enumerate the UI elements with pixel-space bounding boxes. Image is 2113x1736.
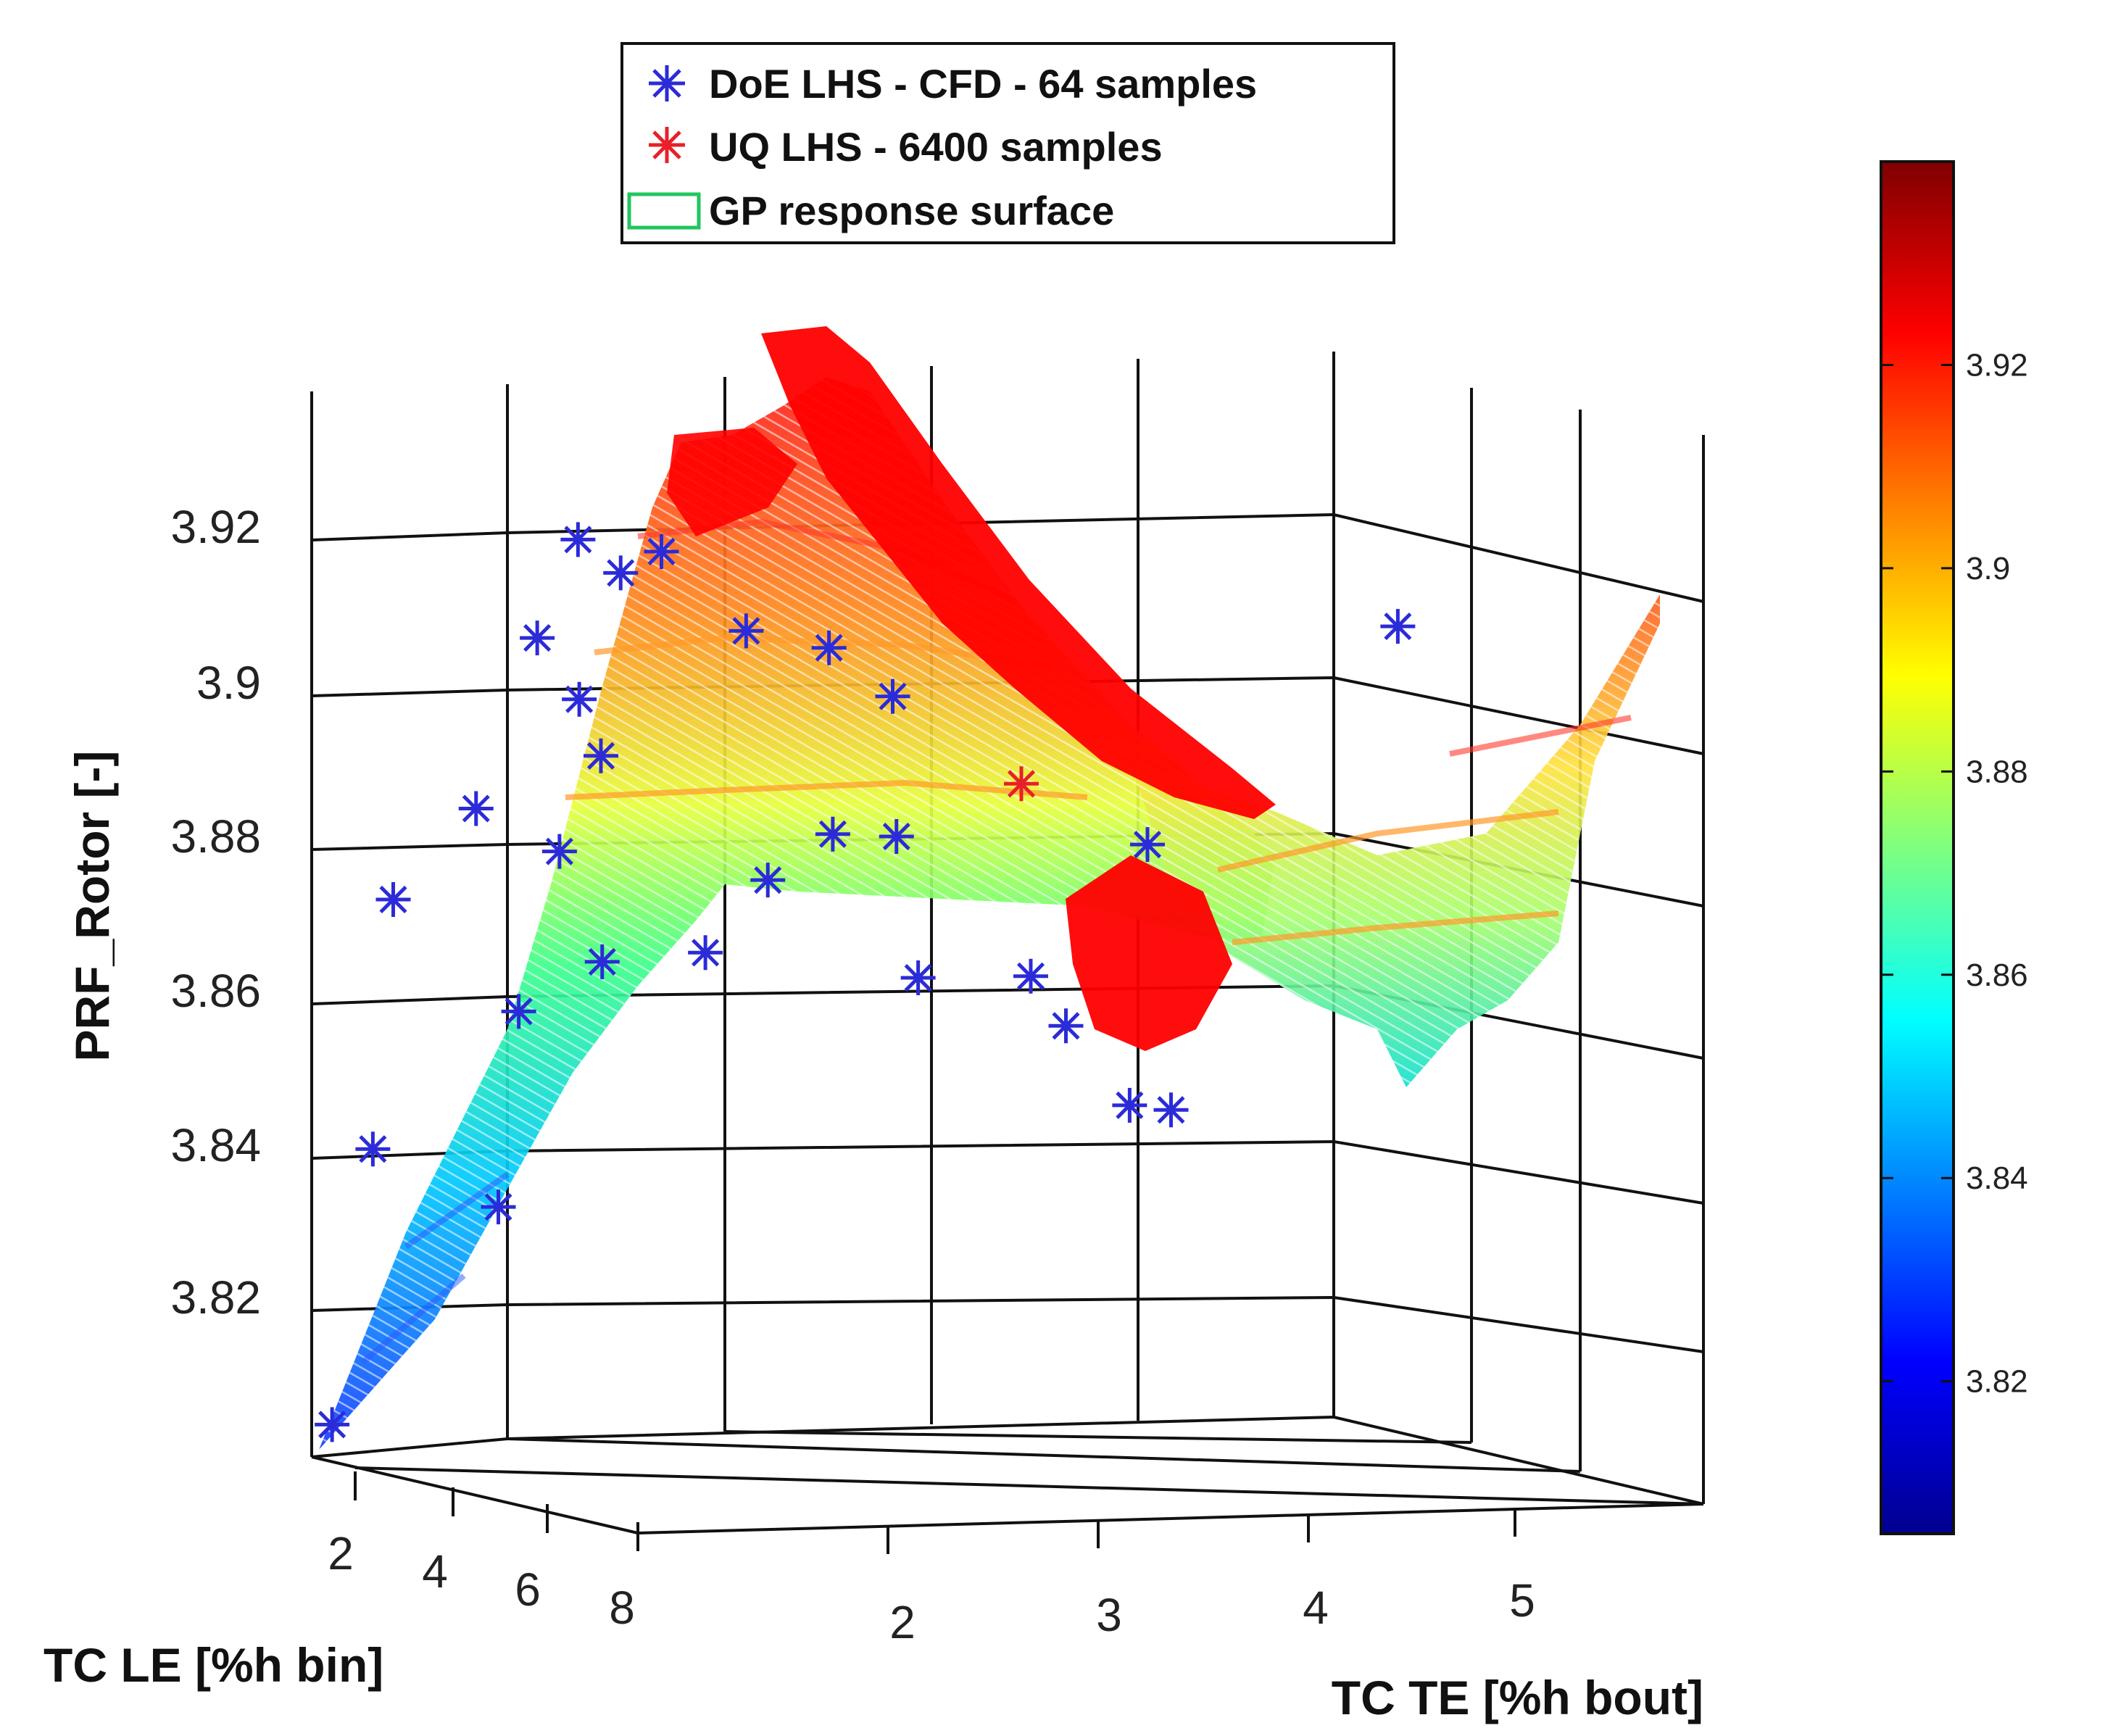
z-tick-labels: 3.82 3.84 3.86 3.88 3.9 3.92 (170, 501, 261, 1324)
legend-box (620, 42, 1395, 244)
doe-sample-point (811, 630, 847, 665)
doe-sample-point (458, 791, 494, 826)
doe-sample-point (815, 816, 850, 852)
doe-sample-point (375, 881, 411, 917)
doe-sample-point (1013, 958, 1048, 994)
doe-sample-point (688, 935, 723, 971)
legend-label: DoE LHS - CFD - 64 samples (709, 61, 1257, 107)
doe-sample-point (875, 678, 910, 714)
x-tick-label: 6 (515, 1563, 541, 1616)
y-tick-label: 3 (1096, 1589, 1122, 1641)
doe-sample-point (1112, 1087, 1147, 1123)
y-tick-label: 4 (1303, 1582, 1329, 1634)
doe-sample-point (584, 738, 618, 773)
doe-sample-point (879, 819, 914, 855)
doe-sample-point (541, 834, 577, 869)
doe-sample-point (560, 522, 596, 557)
doe-sample-point (315, 1407, 350, 1442)
x-tick-labels: 2 4 6 8 (328, 1471, 639, 1634)
y-axis-label: TC TE [%h bout] (1332, 1671, 1703, 1724)
y-tick-label: 5 (1509, 1574, 1535, 1627)
colorbar: 3.82 3.84 3.86 3.88 3.9 3.92 (1880, 160, 2028, 1535)
z-tick-label: 3.84 (170, 1119, 261, 1171)
z-tick-label: 3.9 (196, 657, 261, 709)
doe-sample-point (728, 613, 764, 649)
colorbar-tick-label: 3.88 (1966, 754, 2028, 789)
y-tick-labels: 2 3 4 5 (887, 1508, 1535, 1648)
uq-sample-cloud (667, 326, 1276, 1051)
doe-sample-point (644, 533, 679, 569)
x-tick-label: 2 (328, 1527, 354, 1579)
uq-outliers-layer (1004, 766, 1039, 802)
doe-sample-point (1130, 827, 1165, 863)
uq-sample-point (1004, 766, 1039, 802)
doe-sample-point (501, 994, 536, 1029)
doe-sample-point (900, 960, 936, 996)
doe-sample-point (750, 863, 786, 898)
legend: DoE LHS - CFD - 64 samples UQ LHS - 6400… (620, 42, 1395, 244)
colorbar-tick-label: 3.9 (1966, 551, 2010, 586)
z-tick-label: 3.86 (170, 965, 261, 1017)
doe-sample-point (481, 1189, 516, 1225)
legend-entry-doe: DoE LHS - CFD - 64 samples (649, 61, 1257, 107)
doe-sample-point (520, 620, 555, 656)
z-tick-label: 3.88 (170, 810, 261, 863)
legend-marker-rectangle-icon (627, 192, 701, 230)
legend-marker-asterisk-icon (649, 65, 685, 101)
colorbar-tick-label: 3.82 (1966, 1364, 2028, 1400)
legend-marker-asterisk-icon (649, 127, 685, 163)
x-tick-label: 8 (609, 1582, 635, 1634)
doe-sample-point (1153, 1092, 1189, 1128)
doe-points-layer (315, 522, 1416, 1442)
colorbar-gradient (1880, 160, 1955, 1535)
doe-sample-point (1048, 1008, 1084, 1044)
colorbar-tick-label: 3.92 (1966, 347, 2028, 383)
z-tick-label: 3.92 (170, 501, 261, 553)
z-tick-label: 3.82 (170, 1271, 261, 1324)
y-tick-label: 2 (889, 1596, 916, 1648)
legend-entry-gp: GP response surface (627, 188, 1114, 233)
doe-sample-point (584, 944, 620, 979)
legend-label: UQ LHS - 6400 samples (709, 124, 1163, 170)
z-axis-label: PRF_Rotor [-] (65, 751, 119, 1062)
doe-sample-point (355, 1131, 391, 1167)
colorbar-tick-label: 3.86 (1966, 958, 2028, 993)
x-tick-label: 4 (422, 1545, 448, 1598)
x-axis-label: TC LE [%h bin] (43, 1638, 383, 1692)
doe-sample-point (603, 555, 639, 591)
colorbar-ticks: 3.82 3.84 3.86 3.88 3.9 3.92 (1881, 347, 2028, 1400)
doe-sample-point (1380, 609, 1416, 644)
legend-entry-uq: UQ LHS - 6400 samples (649, 124, 1163, 170)
colorbar-tick-label: 3.84 (1966, 1160, 2028, 1196)
legend-label: GP response surface (709, 188, 1114, 233)
doe-sample-point (562, 681, 597, 717)
